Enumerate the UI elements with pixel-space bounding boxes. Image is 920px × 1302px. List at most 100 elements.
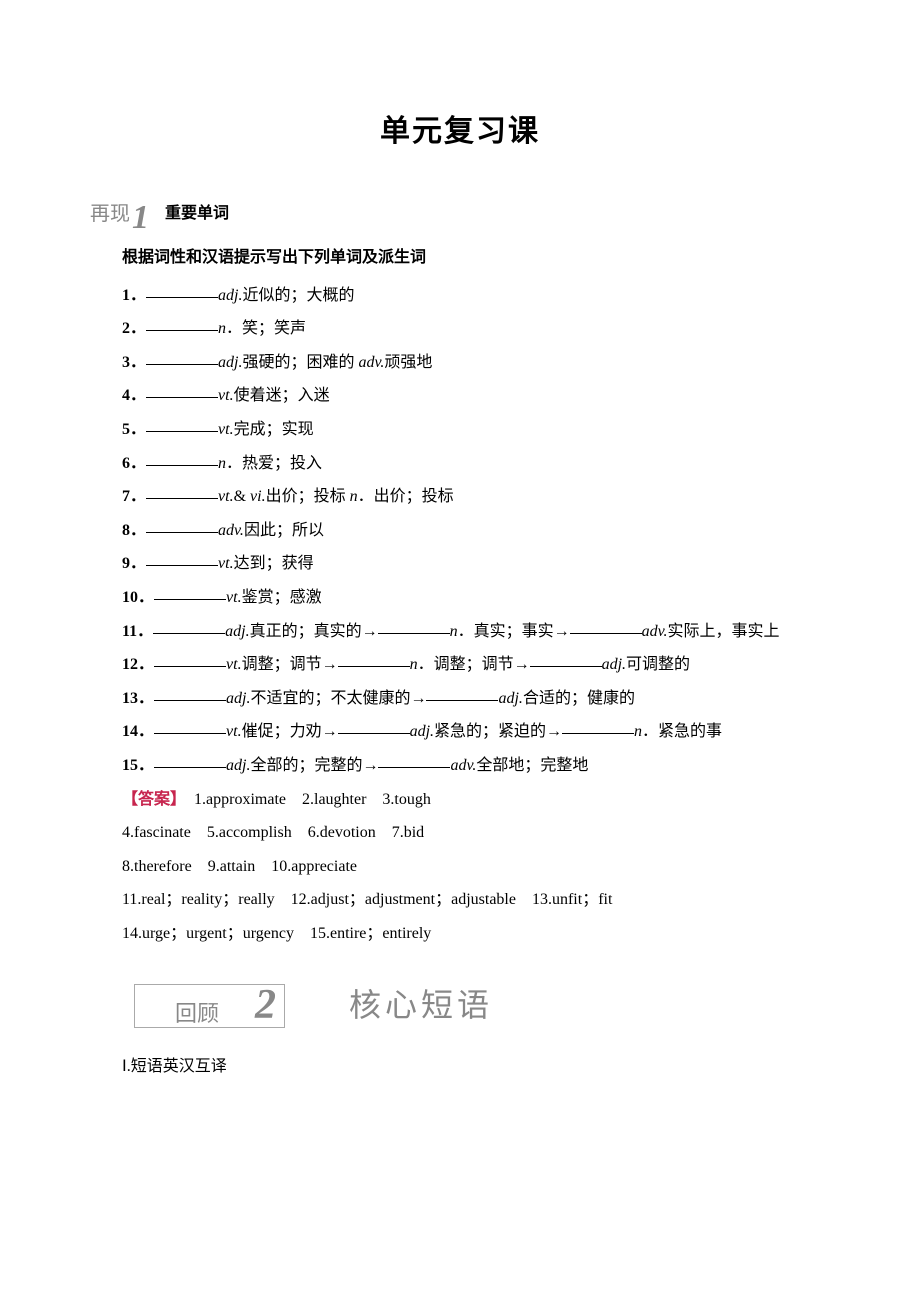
definition-text: 完成；实现: [234, 421, 314, 438]
section-1-header: 再现1 重要单词: [90, 193, 830, 235]
definition-text: 催促；力劝→: [242, 723, 338, 740]
item-number: 9．: [122, 555, 146, 572]
definition-text: 出价；投标: [266, 488, 350, 505]
fill-blank: [378, 752, 450, 768]
fill-blank: [154, 584, 226, 600]
item-number: 8．: [122, 522, 146, 539]
fill-blank: [146, 517, 218, 533]
definition-text: 强硬的；困难的: [242, 354, 358, 371]
item-number: 5．: [122, 421, 146, 438]
fill-blank: [146, 550, 218, 566]
item-number: 15．: [122, 757, 154, 774]
part-of-speech: adj.: [410, 723, 434, 740]
section-2-badge: 回顾2: [134, 984, 285, 1028]
item-number: 11．: [90, 623, 153, 640]
definition-text: 可调整的: [626, 656, 690, 673]
part-of-speech: n: [410, 656, 418, 673]
section-2-sub: Ⅰ.短语英汉互译: [90, 1050, 830, 1084]
section-2-title: 核心短语: [317, 972, 493, 1039]
section-2-number: 2: [223, 987, 276, 1025]
fill-blank: [338, 651, 410, 667]
fill-blank: [146, 382, 218, 398]
fill-blank: [146, 315, 218, 331]
answer-text-0: 1.approximate 2.laughter 3.tough: [194, 791, 431, 808]
item-number: 14．: [90, 723, 154, 740]
section-2-header: 回顾2 核心短语: [90, 972, 830, 1039]
part-of-speech: vt.: [218, 488, 234, 505]
part-of-speech: n: [218, 320, 226, 337]
part-of-speech: adj.: [602, 656, 626, 673]
part-of-speech: adv.: [358, 354, 384, 371]
answer-line-4: 14.urge；urgent；urgency 15.entire；entirel…: [90, 917, 830, 951]
item-number: 10．: [122, 589, 154, 606]
fill-blank: [562, 718, 634, 734]
definition-text: 因此；所以: [244, 522, 324, 539]
answer-line-3: 11.real；reality；really 12.adjust；adjustm…: [90, 883, 830, 917]
fill-blank: [154, 752, 226, 768]
item-number: 13．: [122, 690, 154, 707]
vocab-item: 14．vt.催促；力劝→adj.紧急的；紧迫的→n．紧急的事: [90, 715, 830, 749]
fill-blank: [146, 450, 218, 466]
part-of-speech: n: [634, 723, 642, 740]
vocab-item: 13．adj.不适宜的；不太健康的→adj.合适的；健康的: [90, 682, 830, 716]
definition-text: ．笑；笑声: [226, 320, 306, 337]
part-of-speech: adv.: [218, 522, 244, 539]
fill-blank: [146, 416, 218, 432]
definition-text: 合适的；健康的: [523, 690, 635, 707]
part-of-speech: adj.: [218, 354, 242, 371]
definition-text: 全部的；完整的→: [250, 757, 378, 774]
vocab-item: 3．adj.强硬的；困难的 adv.顽强地: [90, 346, 830, 380]
fill-blank: [530, 651, 602, 667]
fill-blank: [154, 718, 226, 734]
vocab-item: 10． vt.鉴赏；感激: [90, 581, 830, 615]
answer-line-0: 【答案】 1.approximate 2.laughter 3.tough: [90, 783, 830, 817]
part-of-speech: adj.: [218, 287, 242, 304]
definition-text: 全部地；完整地: [476, 757, 588, 774]
item-number: 12．: [90, 656, 154, 673]
part-of-speech: n: [350, 488, 358, 505]
section-1-instruction: 根据词性和汉语提示写出下列单词及派生词: [90, 241, 830, 275]
part-of-speech: adv.: [450, 757, 476, 774]
part-of-speech: vt.: [218, 421, 234, 438]
vocab-item: 8． adv.因此；所以: [90, 514, 830, 548]
answer-label: 【答案】: [122, 791, 178, 808]
vocab-item: 5． vt.完成；实现: [90, 413, 830, 447]
definition-text: &: [234, 488, 250, 505]
definition-text: 实际上，事实上: [668, 623, 780, 640]
part-of-speech: adv.: [642, 623, 668, 640]
vocab-item: 12．vt.调整；调节→n．调整；调节→adj.可调整的: [90, 648, 830, 682]
definition-text: 紧急的；紧迫的→: [434, 723, 562, 740]
item-number: 4．: [122, 387, 146, 404]
vocab-item: 7．vt.& vi.出价；投标 n．出价；投标: [90, 480, 830, 514]
vocab-item: 9．vt.达到；获得: [90, 547, 830, 581]
section-1-badge: 再现1: [90, 193, 149, 235]
fill-blank: [154, 685, 226, 701]
definition-text: 不适宜的；不太健康的→: [250, 690, 426, 707]
vocab-item: 2． n．笑；笑声: [90, 312, 830, 346]
definition-text: 使着迷；入迷: [234, 387, 330, 404]
part-of-speech: vt.: [218, 555, 234, 572]
answer-line-1: 4.fascinate 5.accomplish 6.devotion 7.bi…: [90, 816, 830, 850]
part-of-speech: vt.: [218, 387, 234, 404]
fill-blank: [338, 718, 410, 734]
fill-blank: [146, 483, 218, 499]
definition-text: ．真实；事实→: [458, 623, 570, 640]
part-of-speech: adj.: [498, 690, 522, 707]
fill-blank: [426, 685, 498, 701]
part-of-speech: adj.: [226, 757, 250, 774]
page-title: 单元复习课: [90, 100, 830, 163]
part-of-speech: vt.: [226, 723, 242, 740]
fill-blank: [154, 651, 226, 667]
answer-line-2: 8.therefore 9.attain 10.appreciate: [90, 850, 830, 884]
vocab-item: 6．n．热爱；投入: [90, 447, 830, 481]
section-1-number: 1: [132, 201, 149, 235]
section-1-prefix: 再现: [90, 193, 130, 235]
part-of-speech: adj.: [226, 690, 250, 707]
section-2-prefix: 回顾: [143, 1003, 219, 1025]
part-of-speech: vt.: [226, 589, 242, 606]
section-1-subtitle: 重要单词: [165, 197, 229, 231]
part-of-speech: adj.: [225, 623, 249, 640]
definition-text: ．出价；投标: [358, 488, 454, 505]
item-number: 2．: [122, 320, 146, 337]
definition-text: 鉴赏；感激: [242, 589, 322, 606]
